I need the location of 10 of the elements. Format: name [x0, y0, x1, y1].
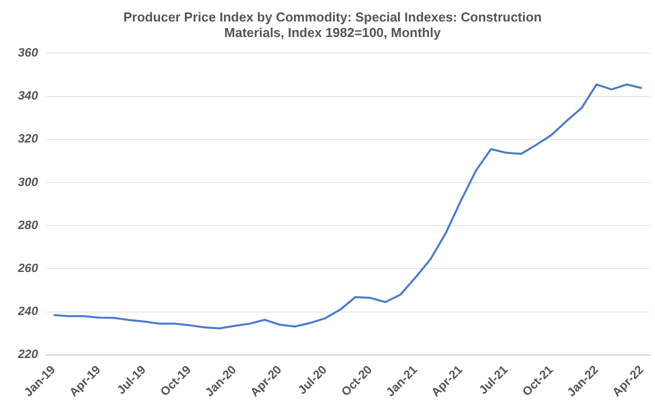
y-tick-label: 280	[16, 218, 38, 232]
y-tick-label: 360	[18, 46, 38, 60]
text: Materials, Index 1982=100, Monthly	[224, 24, 441, 40]
y-tick-label: 260	[16, 261, 38, 276]
y-tick-label: 320	[18, 132, 38, 146]
y-tick-label: 300	[18, 174, 38, 189]
y-tick-label: 220	[16, 347, 38, 362]
y-tick-label: 240	[16, 304, 38, 318]
y-tick-label: 340	[18, 88, 38, 103]
text: Producer Price Index by Commodity: Special Indexes: Construction	[123, 9, 542, 24]
